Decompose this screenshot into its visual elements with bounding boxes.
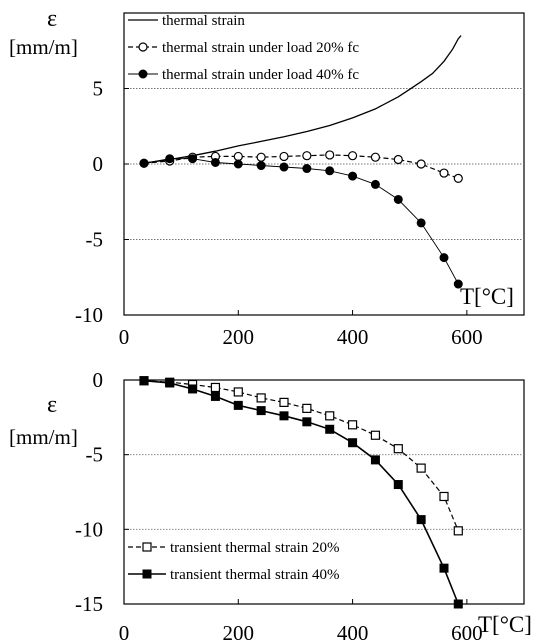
x-axis-label: T[°C] [460, 284, 514, 309]
data-point [302, 417, 312, 427]
x-tick-label: 600 [451, 325, 483, 349]
x-tick-label: 0 [119, 325, 130, 349]
x-tick-label: 600 [451, 621, 483, 641]
data-point [325, 411, 335, 421]
data-point [453, 173, 463, 183]
data-point [370, 179, 380, 189]
data-point [393, 154, 403, 165]
data-point [233, 387, 243, 397]
data-point [188, 154, 198, 164]
data-point [453, 279, 463, 289]
data-point [279, 151, 289, 162]
data-point [233, 400, 243, 410]
plot-area [123, 376, 525, 609]
legend: transient thermal strain 20% transient th… [128, 540, 340, 583]
legend-label: thermal strain under load 40% fc [162, 67, 359, 83]
data-point [279, 411, 289, 421]
data-point [370, 455, 380, 465]
y-axis-symbol: ε [47, 392, 57, 418]
data-point [279, 397, 289, 407]
data-point [439, 168, 449, 178]
y-axis-unit: [mm/m] [9, 35, 78, 59]
data-point [233, 159, 243, 169]
x-tick-label: 400 [337, 621, 369, 641]
data-point [370, 152, 381, 162]
data-point [416, 159, 426, 169]
data-point [393, 194, 403, 204]
legend-swatch-marker [138, 42, 148, 52]
data-point [439, 253, 449, 263]
y-tick-label: -10 [75, 303, 103, 327]
y-axis-symbol: ε [47, 6, 57, 32]
data-point [453, 599, 463, 609]
x-tick-label: 200 [223, 621, 255, 641]
data-point [210, 382, 221, 393]
data-point [165, 378, 175, 388]
legend-label: thermal strain [162, 13, 245, 29]
data-point [416, 218, 426, 228]
y-axis-unit: [mm/m] [9, 425, 78, 449]
data-point [325, 166, 335, 176]
data-point [188, 384, 198, 394]
y-tick-label: -15 [75, 592, 103, 616]
data-point [325, 150, 335, 160]
legend-label: transient thermal strain 40% [170, 567, 340, 583]
chart-transient-thermal-strain: ε [mm/m] T[°C] transient thermal strain … [9, 368, 532, 641]
data-point [302, 164, 312, 174]
x-tick-label: 400 [337, 325, 369, 349]
data-point [279, 162, 289, 172]
legend-swatch-marker [142, 569, 152, 579]
data-point [256, 393, 266, 403]
x-axis-label: T[°C] [478, 612, 532, 637]
y-tick-label: 5 [93, 77, 104, 101]
data-point [210, 391, 220, 401]
series-line [143, 35, 462, 164]
y-tick-label: -5 [86, 228, 104, 252]
data-point [139, 376, 149, 386]
series-line [143, 380, 459, 532]
data-point [139, 158, 149, 168]
data-point [393, 444, 403, 454]
data-point [256, 152, 266, 162]
data-point [439, 563, 449, 573]
y-tick-label: -10 [75, 517, 103, 541]
legend-swatch-marker [142, 542, 152, 552]
data-point [256, 406, 266, 416]
legend-swatch-marker [138, 69, 148, 79]
data-point [302, 403, 312, 413]
y-tick-label: -5 [86, 443, 104, 467]
data-point [439, 491, 449, 502]
legend-label: transient thermal strain 20% [170, 540, 340, 556]
legend: thermal strain thermal strain under load … [128, 13, 359, 83]
data-point [256, 161, 266, 171]
data-point [393, 480, 403, 490]
data-point [370, 430, 381, 440]
data-point [302, 151, 312, 161]
data-point [348, 171, 358, 181]
y-tick-label: 0 [93, 152, 104, 176]
data-point [453, 526, 463, 536]
series-line [143, 158, 459, 285]
x-tick-label: 200 [223, 325, 255, 349]
y-tick-label: 0 [93, 368, 104, 392]
x-tick-label: 0 [119, 621, 130, 641]
plot-frame [123, 379, 525, 605]
data-point [416, 515, 426, 525]
data-point [347, 420, 358, 430]
data-point [348, 438, 358, 448]
data-point [233, 151, 243, 162]
data-point [325, 424, 335, 434]
data-point [416, 463, 426, 473]
data-point [210, 157, 220, 167]
data-point [347, 151, 358, 161]
legend-label: thermal strain under load 20% fc [162, 40, 359, 56]
plot-area [123, 12, 525, 316]
data-point [165, 154, 175, 164]
